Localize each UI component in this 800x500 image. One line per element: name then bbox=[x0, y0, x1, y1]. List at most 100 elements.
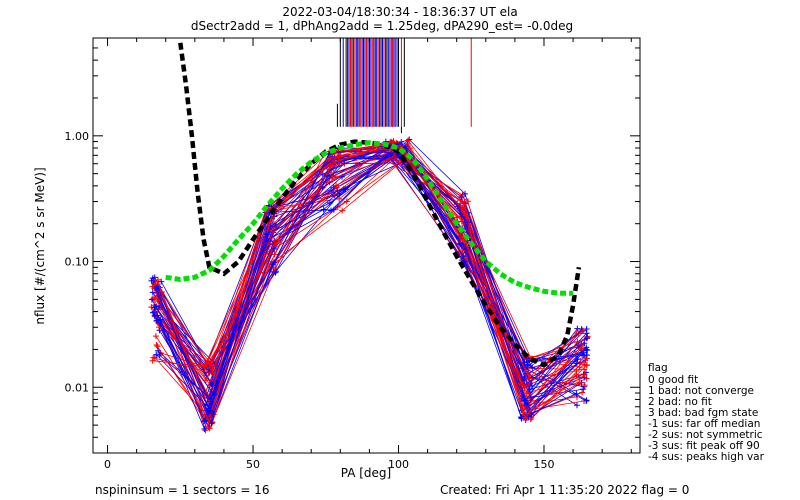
data-point bbox=[211, 391, 218, 398]
flux-line bbox=[153, 149, 585, 386]
data-point bbox=[271, 245, 278, 252]
flag-marker-bracket bbox=[336, 103, 402, 134]
data-point bbox=[461, 200, 468, 207]
data-point bbox=[202, 427, 209, 434]
flux-line bbox=[155, 140, 580, 421]
flux-line bbox=[154, 162, 587, 413]
chart-title: 2022-03-04/18:30:34 - 18:36:37 UT ela bbox=[282, 5, 517, 19]
data-point bbox=[208, 410, 215, 417]
legend-entry: -4 sus: peaks high var bbox=[648, 451, 765, 463]
fit-curve-black bbox=[178, 42, 582, 368]
flux-line bbox=[152, 143, 584, 385]
data-point bbox=[153, 342, 160, 349]
data-point bbox=[581, 382, 588, 389]
data-point bbox=[203, 377, 210, 384]
data-point bbox=[526, 375, 533, 382]
data-point bbox=[151, 304, 158, 311]
data-point bbox=[583, 330, 590, 337]
legend-title: flag bbox=[648, 362, 668, 374]
data-point bbox=[201, 363, 208, 370]
flag-markers bbox=[336, 38, 472, 134]
flux-lines bbox=[148, 136, 591, 434]
data-point bbox=[459, 253, 466, 260]
legend-entry: 1 bad: not converge bbox=[648, 385, 754, 397]
data-point bbox=[155, 324, 162, 331]
data-point bbox=[149, 357, 156, 364]
data-point bbox=[149, 309, 156, 316]
flux-line bbox=[155, 153, 587, 412]
data-point bbox=[328, 207, 335, 214]
data-point bbox=[521, 414, 528, 421]
data-point bbox=[335, 153, 342, 160]
legend-entry: -2 sus: not symmetric bbox=[648, 429, 763, 441]
data-point bbox=[457, 237, 464, 244]
x-tick-label: 100 bbox=[388, 458, 409, 471]
data-point bbox=[334, 203, 341, 210]
legend-entry: 3 bad: bad fgm state bbox=[648, 407, 758, 419]
data-point bbox=[153, 351, 160, 358]
data-point bbox=[576, 374, 583, 381]
data-point bbox=[521, 377, 528, 384]
data-point bbox=[209, 370, 216, 377]
legend-entry: 0 good fit bbox=[648, 374, 698, 386]
data-point bbox=[573, 390, 580, 397]
data-point bbox=[158, 278, 165, 285]
data-point bbox=[583, 335, 590, 342]
y-tick-label: 0.10 bbox=[65, 256, 90, 269]
data-point bbox=[579, 389, 586, 396]
data-point bbox=[272, 265, 279, 272]
data-point bbox=[207, 364, 214, 371]
data-point bbox=[153, 285, 160, 292]
flag-legend: flag 0 good fit 1 bad: not converge 2 ba… bbox=[648, 362, 765, 463]
data-point bbox=[152, 333, 159, 340]
data-point bbox=[463, 212, 470, 219]
flux-line bbox=[153, 145, 588, 419]
data-point bbox=[156, 352, 163, 359]
data-point bbox=[518, 381, 525, 388]
data-point bbox=[581, 371, 588, 378]
data-point bbox=[584, 347, 591, 354]
data-point bbox=[263, 231, 270, 238]
data-point bbox=[339, 207, 346, 214]
data-point bbox=[583, 397, 590, 404]
y-axis-label: nflux [#/(cm^2 s sr MeV)] bbox=[33, 167, 47, 324]
data-point bbox=[152, 276, 159, 283]
data-point bbox=[573, 360, 580, 367]
data-point bbox=[581, 361, 588, 368]
data-point bbox=[206, 425, 213, 432]
data-point bbox=[583, 344, 590, 351]
fit-curves bbox=[165, 42, 582, 368]
data-point bbox=[391, 153, 398, 160]
data-point bbox=[573, 402, 580, 409]
data-point bbox=[148, 277, 155, 284]
data-point bbox=[336, 195, 343, 202]
x-axis-label: PA [deg] bbox=[341, 466, 391, 480]
legend-entry: -1 sus: far off median bbox=[648, 418, 760, 430]
footer-left: nspininsum = 1 sectors = 16 bbox=[95, 483, 269, 497]
data-point bbox=[579, 328, 586, 335]
y-tick-label: 1.00 bbox=[65, 130, 90, 143]
data-point bbox=[207, 395, 214, 402]
data-point bbox=[208, 420, 215, 427]
data-point bbox=[525, 361, 532, 368]
y-tick-label: 0.01 bbox=[65, 381, 90, 394]
flux-line bbox=[156, 141, 584, 406]
data-point bbox=[579, 345, 586, 352]
data-point bbox=[329, 173, 336, 180]
data-point bbox=[207, 360, 214, 367]
data-point bbox=[578, 341, 585, 348]
footer-right: Created: Fri Apr 1 11:35:20 2022 flag = … bbox=[440, 483, 689, 497]
data-point bbox=[462, 190, 469, 197]
data-point bbox=[149, 289, 156, 296]
data-point bbox=[320, 206, 327, 213]
data-point bbox=[333, 184, 340, 191]
x-tick-label: 50 bbox=[246, 458, 260, 471]
data-point bbox=[201, 417, 208, 424]
x-tick-label: 150 bbox=[533, 458, 554, 471]
legend-entry: 2 bad: no fit bbox=[648, 396, 712, 408]
data-point bbox=[271, 239, 278, 246]
data-point bbox=[271, 259, 278, 266]
data-point bbox=[528, 383, 535, 390]
axes: 0 50 100 150 0.01 0.10 1.00 bbox=[65, 37, 640, 471]
data-point bbox=[151, 294, 158, 301]
